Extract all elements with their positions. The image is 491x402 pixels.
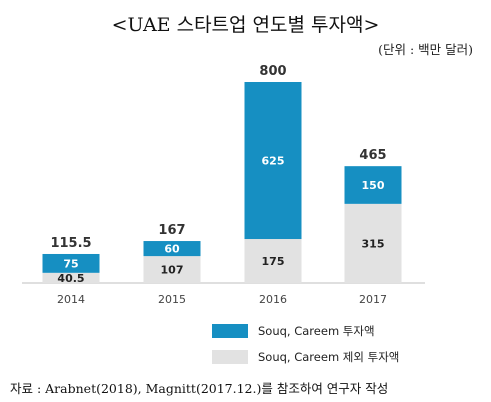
bar-souq-careem-2014 bbox=[42, 253, 100, 273]
legend-swatch-other bbox=[212, 350, 248, 364]
total-label-2017: 465 bbox=[359, 148, 386, 163]
data-label-souq-careem-2016: 625 bbox=[262, 155, 285, 168]
x-tick-label-2017: 2017 bbox=[359, 293, 387, 306]
data-label-souq-careem-2014: 75 bbox=[63, 257, 78, 270]
total-label-2014: 115.5 bbox=[50, 236, 91, 251]
bar-other-2016 bbox=[244, 239, 302, 283]
x-tick-label-2015: 2015 bbox=[158, 293, 186, 306]
bar-other-2017 bbox=[344, 203, 402, 283]
bar-other-2015 bbox=[143, 256, 201, 283]
source-note: 자료 : Arabnet(2018), Magnitt(2017.12.)를 참… bbox=[10, 381, 389, 396]
x-tick-label-2014: 2014 bbox=[57, 293, 85, 306]
data-label-souq-careem-2017: 150 bbox=[362, 179, 385, 192]
stacked-bar-chart: 40.5 75 115.5 2014 107 60 167 2015 175 625 800 2016… bbox=[22, 64, 425, 306]
bar-souq-careem-2015 bbox=[143, 241, 201, 257]
legend-item-souq-careem: Souq, Careem 투자액 bbox=[212, 323, 375, 339]
legend-label-other: Souq, Careem 제외 투자액 bbox=[258, 350, 400, 364]
bar-souq-careem-2016 bbox=[244, 82, 302, 240]
legend-label-souq-careem: Souq, Careem 투자액 bbox=[258, 324, 375, 338]
x-tick-label-2016: 2016 bbox=[259, 293, 287, 306]
chart-title: <UAE 스타트업 연도별 투자액> bbox=[111, 14, 380, 36]
data-label-other-2016: 175 bbox=[262, 255, 285, 268]
bar-other-2014 bbox=[42, 272, 100, 283]
total-label-2016: 800 bbox=[259, 64, 286, 79]
bar-souq-careem-2017 bbox=[344, 166, 402, 204]
data-label-souq-careem-2015: 60 bbox=[164, 243, 180, 256]
data-label-other-2017: 315 bbox=[362, 237, 385, 250]
total-label-2015: 167 bbox=[158, 223, 185, 238]
data-label-other-2015: 107 bbox=[161, 264, 184, 277]
unit-label: (단위 : 백만 달러) bbox=[378, 42, 473, 57]
legend-swatch-souq-careem bbox=[212, 324, 248, 338]
legend-item-other: Souq, Careem 제외 투자액 bbox=[212, 349, 399, 365]
data-label-other-2014: 40.5 bbox=[57, 272, 84, 285]
